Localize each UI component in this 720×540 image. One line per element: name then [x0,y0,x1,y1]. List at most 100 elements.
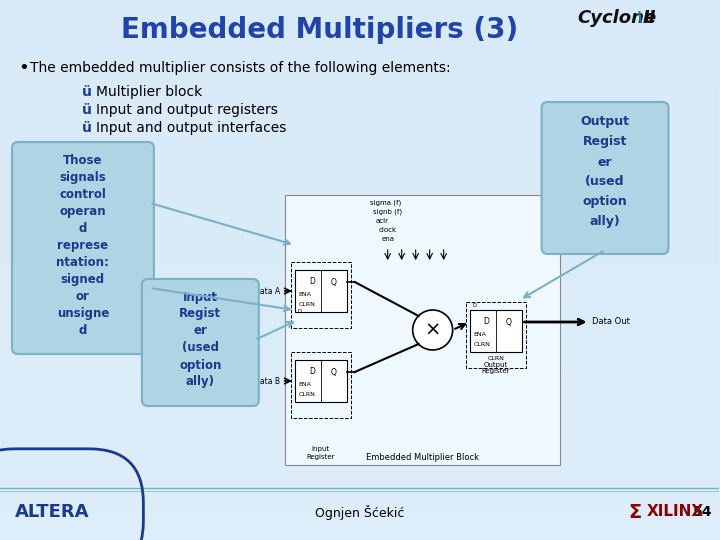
Text: D: D [309,278,315,287]
Bar [0,311,719,312]
Bar [469,310,521,352]
Bar [0,285,719,286]
Text: ENA: ENA [299,381,312,387]
Bar [0,238,719,239]
Bar [0,476,719,477]
Bar [0,184,719,185]
Bar [0,106,719,107]
Bar [0,489,719,490]
Text: ally): ally) [590,215,621,228]
Bar [0,290,719,291]
Bar [0,335,719,336]
Bar [0,250,719,251]
Bar [0,80,719,81]
Bar [0,76,719,77]
Bar [0,60,719,61]
Bar [0,265,719,266]
Bar [0,139,719,140]
Bar [0,323,719,324]
Bar [0,222,719,223]
Bar [0,174,719,175]
Bar [0,501,719,502]
Bar [0,59,719,60]
Bar [0,379,719,380]
Bar [0,469,719,470]
Bar [0,219,719,220]
Bar [0,403,719,404]
Text: Data Out: Data Out [592,318,629,327]
Bar [0,292,719,293]
Bar [0,0,719,1]
Bar [0,390,719,391]
Text: Output
Register: Output Register [482,361,510,375]
Bar [0,386,719,387]
Bar [0,263,719,264]
Bar [0,499,719,500]
Bar [0,354,719,355]
Bar [0,331,719,332]
Bar [0,124,719,125]
Bar [0,479,719,480]
Bar [0,229,719,230]
Bar [0,381,719,382]
Text: CLRN: CLRN [487,356,504,361]
Bar [0,423,719,424]
Bar [0,259,719,260]
Bar [0,25,719,26]
Bar [0,520,719,521]
Bar [0,349,719,350]
Bar [0,171,719,172]
Bar [0,257,719,258]
Bar [0,20,719,21]
Bar [0,236,719,237]
Bar [0,333,719,334]
Bar [0,17,719,18]
Bar [0,118,719,119]
Bar [0,117,719,118]
Text: er: er [598,156,612,168]
Bar [0,251,719,252]
Bar [0,273,719,274]
Bar [0,272,719,273]
Text: Input: Input [183,291,218,303]
Bar [0,33,719,34]
Bar [0,414,719,415]
Bar [0,394,719,395]
Bar [0,141,719,142]
Bar [0,393,719,394]
Circle shape [413,310,453,350]
Bar [0,312,719,313]
Bar [0,367,719,368]
Bar [0,267,719,268]
Bar [0,104,719,105]
Bar [0,245,719,246]
Bar [0,402,719,403]
Bar [0,533,719,534]
Text: Σ: Σ [628,503,641,522]
Bar [0,329,719,330]
Bar [0,99,719,100]
Bar [0,299,719,300]
Bar [0,197,719,198]
Bar [0,103,719,104]
Bar [0,42,719,43]
Bar [0,517,719,518]
Bar [0,446,719,447]
Bar [0,280,719,281]
Bar [0,77,719,78]
Text: Embedded Multiplier Block: Embedded Multiplier Block [366,453,479,462]
Bar [0,221,719,222]
Text: CLRN: CLRN [299,392,315,396]
Bar [0,237,719,238]
Bar [0,286,719,287]
Text: or: or [76,289,90,302]
Bar [0,502,719,503]
Bar [0,23,719,24]
Bar [0,456,719,457]
Bar [0,377,719,378]
Bar [0,365,719,366]
Bar [0,411,719,412]
FancyBboxPatch shape [142,279,258,406]
Bar [0,357,719,358]
Bar [0,320,719,321]
